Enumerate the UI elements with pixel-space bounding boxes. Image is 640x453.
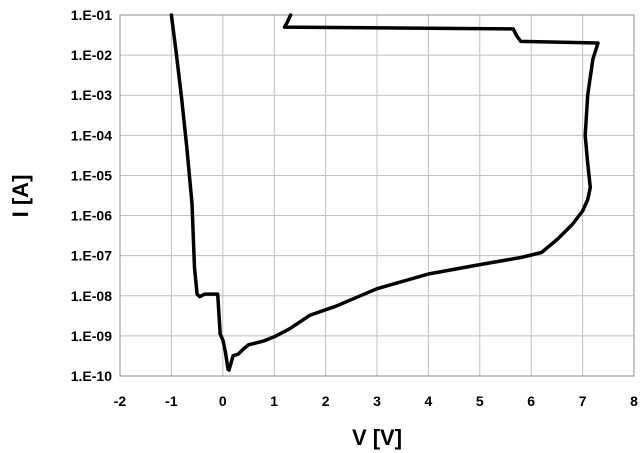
y-tick-label: 1.E-06: [71, 208, 112, 224]
y-axis-title: I [A]: [8, 175, 33, 218]
y-tick-labels: 1.E-10 1.E-09 1.E-08 1.E-07 1.E-06 1.E-05 1.E-…: [71, 7, 112, 384]
y-tick-label: 1.E-10: [71, 368, 112, 384]
iv-series-line: [169, 13, 600, 372]
x-tick-label: 4: [425, 393, 433, 409]
y-tick-label: 1.E-09: [71, 328, 112, 344]
x-tick-label: 3: [373, 393, 381, 409]
x-tick-labels: -2 -1 0 1 2 3 4 5 6 7 8: [114, 393, 638, 409]
x-tick-label: 6: [527, 393, 535, 409]
x-tick-label: -1: [165, 393, 178, 409]
x-tick-label: 5: [476, 393, 484, 409]
grid-lines: [120, 15, 634, 376]
y-tick-label: 1.E-02: [71, 47, 112, 63]
x-tick-label: 1: [270, 393, 278, 409]
x-tick-label: 8: [630, 393, 638, 409]
x-tick-label: 2: [322, 393, 330, 409]
x-tick-label: 0: [219, 393, 227, 409]
x-axis-title: V [V]: [352, 425, 402, 450]
y-tick-label: 1.E-03: [71, 87, 112, 103]
x-tick-label: 7: [579, 393, 587, 409]
plot-frame: [119, 14, 635, 377]
y-tick-label: 1.E-01: [71, 7, 112, 23]
x-tick-label: -2: [114, 393, 127, 409]
y-tick-label: 1.E-08: [71, 288, 112, 304]
y-tick-label: 1.E-04: [71, 127, 112, 143]
y-tick-label: 1.E-07: [71, 248, 112, 264]
series-group: [169, 13, 600, 372]
y-tick-label: 1.E-05: [71, 167, 112, 183]
